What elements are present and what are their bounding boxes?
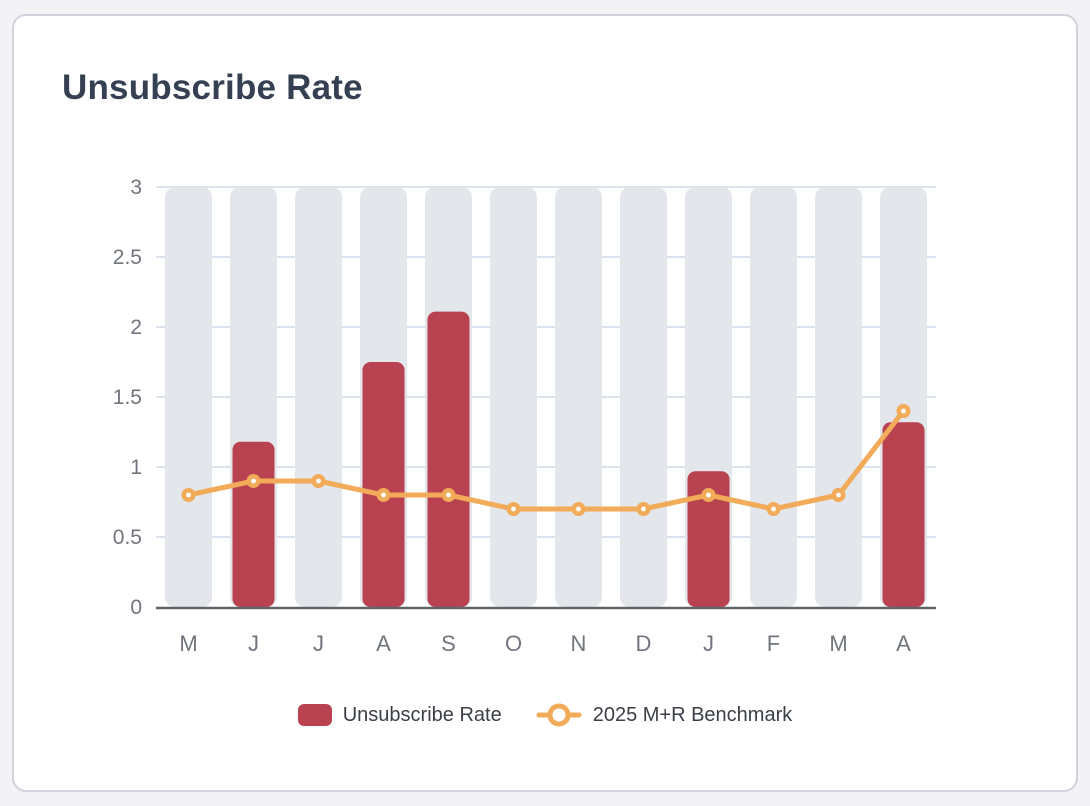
benchmark-marker-center	[186, 492, 191, 498]
benchmark-marker-center	[381, 492, 386, 498]
month-band	[750, 187, 797, 607]
bar-unsubscribe-rate	[232, 441, 275, 607]
x-axis-tick-label: F	[767, 631, 780, 656]
benchmark-marker-center	[706, 492, 711, 498]
bar-series-swatch-icon	[297, 704, 332, 726]
y-axis-tick-label: 0.5	[113, 526, 142, 549]
benchmark-marker-center	[251, 478, 256, 484]
benchmark-marker-center	[316, 478, 321, 484]
y-axis-tick-label: 1	[130, 456, 142, 479]
benchmark-marker-center	[901, 408, 906, 414]
bar-unsubscribe-rate	[687, 471, 730, 607]
x-axis-tick-label: J	[313, 631, 324, 656]
bar-unsubscribe-rate	[882, 422, 925, 607]
month-band	[490, 187, 537, 607]
x-axis-tick-label: O	[505, 631, 522, 656]
legend-item-benchmark[interactable]: 2025 M+R Benchmark	[536, 702, 793, 728]
legend-label-benchmark: 2025 M+R Benchmark	[592, 703, 793, 726]
x-axis-tick-label: J	[248, 631, 259, 656]
y-axis-tick-label: 2.5	[113, 246, 142, 269]
month-band	[620, 187, 667, 607]
month-band	[295, 187, 342, 607]
month-band	[815, 187, 862, 607]
benchmark-marker-center	[641, 506, 646, 512]
benchmark-marker-center	[836, 492, 841, 498]
chart-legend: Unsubscribe Rate 2025 M+R Benchmark	[14, 702, 1076, 728]
benchmark-marker-center	[576, 506, 581, 512]
legend-item-unsubscribe-rate[interactable]: Unsubscribe Rate	[297, 703, 502, 727]
line-series-marker-icon	[536, 703, 582, 727]
chart-card: Unsubscribe Rate 0 0.5 1 1.5 2 2.5 3 M J J A S O N D J F…	[12, 14, 1078, 792]
bar-unsubscribe-rate	[362, 362, 405, 607]
chart-title: Unsubscribe Rate	[62, 68, 363, 107]
x-axis-tick-label: J	[703, 631, 714, 656]
unsubscribe-rate-chart: 0 0.5 1 1.5 2 2.5 3 M J J A S O N D J F M A	[113, 176, 936, 656]
x-axis-tick-label: S	[441, 631, 456, 656]
benchmark-line	[186, 408, 906, 512]
benchmark-marker-center	[511, 506, 516, 512]
x-axis-tick-label: D	[636, 631, 652, 656]
benchmark-marker-center	[771, 506, 776, 512]
x-axis-tick-label: A	[896, 631, 911, 656]
legend-label-unsubscribe-rate: Unsubscribe Rate	[342, 703, 502, 726]
x-axis-tick-label: M	[179, 631, 197, 656]
x-axis-tick-label: A	[376, 631, 391, 656]
y-axis-tick-label: 2	[130, 316, 142, 339]
y-axis-tick-label: 0	[130, 596, 142, 619]
x-axis-tick-label: N	[571, 631, 587, 656]
month-band	[165, 187, 212, 607]
benchmark-marker-center	[446, 492, 451, 498]
x-axis-tick-label: M	[829, 631, 847, 656]
bar-unsubscribe-rate	[427, 311, 470, 607]
y-axis-tick-label: 3	[130, 176, 142, 199]
month-band	[555, 187, 602, 607]
y-axis-tick-label: 1.5	[113, 386, 142, 409]
